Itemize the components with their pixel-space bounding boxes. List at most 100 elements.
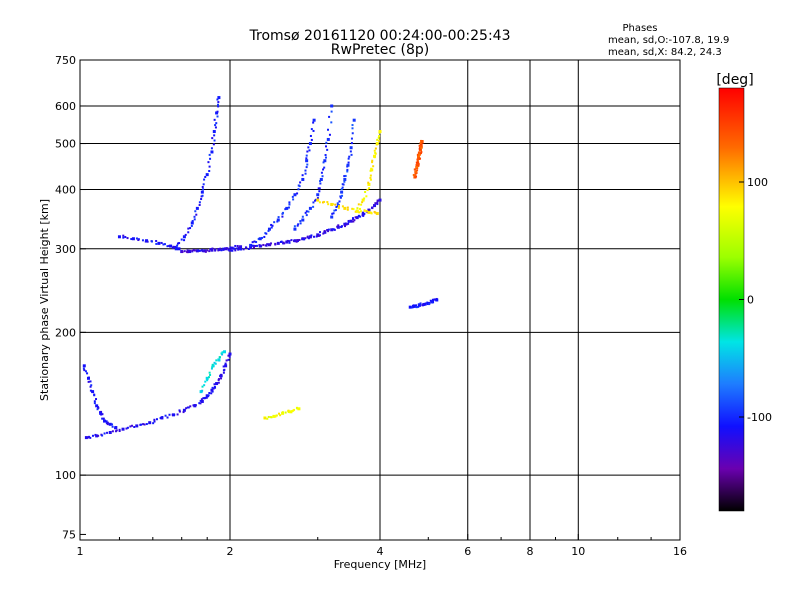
- data-point: [308, 206, 312, 210]
- data-point: [267, 229, 270, 232]
- data-point: [296, 239, 299, 242]
- data-point: [172, 246, 175, 249]
- data-point: [217, 105, 220, 108]
- data-point: [198, 201, 201, 204]
- data-point: [301, 174, 304, 177]
- data-point: [333, 209, 336, 212]
- data-point: [126, 426, 129, 429]
- data-point: [86, 372, 89, 375]
- data-point: [100, 413, 103, 416]
- data-point: [162, 243, 165, 246]
- data-point: [93, 400, 96, 403]
- data-point: [312, 118, 316, 122]
- data-point: [305, 154, 308, 157]
- data-point: [143, 423, 146, 426]
- data-point: [106, 421, 109, 424]
- data-point: [369, 178, 372, 181]
- data-point: [299, 220, 302, 223]
- data-point: [318, 187, 321, 190]
- data-point: [267, 227, 271, 231]
- data-point: [210, 388, 214, 392]
- data-point: [204, 380, 207, 383]
- data-point: [347, 157, 350, 160]
- y-tick-label: 75: [62, 528, 76, 541]
- data-point: [253, 240, 256, 243]
- data-point: [318, 234, 321, 237]
- data-point: [351, 217, 354, 220]
- data-point: [318, 190, 321, 193]
- data-point: [359, 210, 362, 213]
- data-point: [249, 243, 253, 247]
- data-point: [155, 418, 158, 421]
- data-point: [281, 411, 285, 415]
- data-point: [323, 230, 327, 234]
- data-point: [327, 128, 330, 131]
- data-point: [210, 367, 213, 370]
- data-point: [228, 355, 231, 358]
- data-point: [310, 128, 313, 131]
- data-point: [201, 185, 204, 188]
- data-point: [255, 244, 258, 247]
- data-point: [220, 249, 223, 252]
- data-point: [376, 201, 379, 204]
- data-point: [176, 413, 179, 416]
- data-point: [121, 427, 125, 431]
- data-point: [291, 410, 294, 413]
- data-point: [312, 205, 315, 208]
- colorbar-tick-label: 100: [747, 176, 768, 189]
- data-point: [161, 416, 164, 419]
- data-point: [336, 225, 340, 229]
- data-point: [315, 198, 318, 201]
- data-point: [378, 130, 382, 134]
- data-point: [131, 424, 134, 427]
- data-point: [375, 142, 379, 146]
- data-point: [325, 141, 328, 144]
- data-point: [326, 137, 330, 141]
- data-point: [213, 383, 216, 386]
- data-point: [277, 216, 280, 219]
- data-point: [209, 248, 212, 251]
- data-point: [361, 201, 364, 204]
- data-point: [317, 187, 320, 190]
- data-point: [354, 216, 357, 219]
- data-point: [242, 248, 245, 251]
- data-point: [93, 402, 96, 405]
- data-point: [367, 182, 371, 186]
- data-point: [415, 304, 418, 307]
- colorbar-label: [deg]: [716, 72, 753, 88]
- data-point: [210, 150, 214, 154]
- data-point: [312, 121, 315, 124]
- data-point: [174, 245, 177, 248]
- data-point: [344, 174, 347, 177]
- data-point: [217, 381, 220, 384]
- data-point: [420, 139, 424, 143]
- data-point: [185, 407, 188, 410]
- data-point: [324, 154, 327, 157]
- data-point: [408, 305, 412, 309]
- data-point: [424, 303, 427, 306]
- data-point: [312, 201, 315, 204]
- data-point: [189, 227, 192, 230]
- data-point: [239, 245, 243, 249]
- data-point: [206, 249, 209, 252]
- data-point: [192, 249, 195, 252]
- data-point: [130, 238, 133, 241]
- data-point: [202, 183, 205, 186]
- data-point: [202, 397, 205, 400]
- data-point: [303, 238, 306, 241]
- data-point: [178, 410, 181, 413]
- data-point: [355, 216, 359, 220]
- data-point: [95, 434, 99, 438]
- data-point: [417, 156, 421, 160]
- data-point: [338, 205, 341, 208]
- data-point: [186, 251, 189, 254]
- data-point: [200, 398, 203, 401]
- data-point: [82, 367, 85, 370]
- data-point: [284, 411, 287, 414]
- data-point: [266, 417, 269, 420]
- data-point: [150, 240, 153, 243]
- data-point: [217, 378, 220, 381]
- data-point: [140, 423, 143, 426]
- data-point: [213, 118, 216, 121]
- data-point: [359, 207, 362, 210]
